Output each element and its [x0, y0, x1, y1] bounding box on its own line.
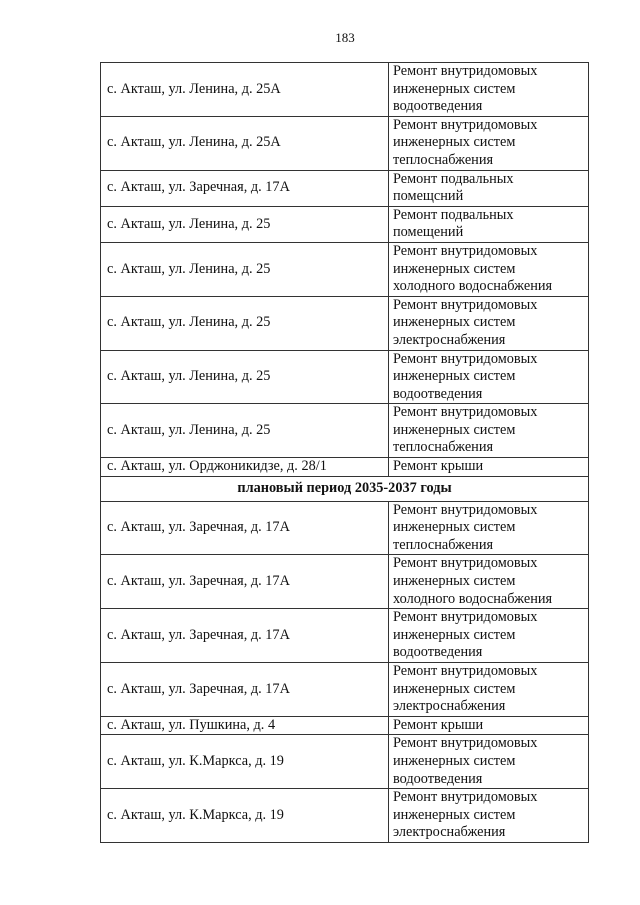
table-row: с. Акташ, ул. К.Маркса, д. 19 Ремонт внут… [100, 788, 589, 843]
work-cell: Ремонт крыши [388, 457, 589, 477]
table-row: с. Акташ, ул. Заречная, д. 17А Ремонт вну… [100, 662, 589, 717]
work-line: холодного водоснабжения [393, 590, 553, 607]
address-cell: с. Акташ, ул. Заречная, д. 17А [100, 554, 389, 610]
address-cell: с. Акташ, ул. Ленина, д. 25А [100, 115, 389, 171]
work-line: водоотведения [393, 98, 483, 115]
work-line: Ремонт крыши [393, 458, 484, 475]
work-line: Ремонт внутридомовых [393, 116, 538, 133]
work-cell: Ремонт внутридомовых инженерных систем вод… [388, 349, 589, 405]
table-row: с. Акташ, ул. К.Маркса, д. 19 Ремонт внут… [100, 734, 589, 790]
work-line: инженерных систем [393, 680, 516, 697]
works-table: с. Акташ, ул. Ленина, д. 25А Ремонт внутр… [100, 62, 589, 843]
page-number: 183 [335, 30, 355, 45]
work-cell: Ремонт внутридомовых инженерных систем теп… [388, 115, 589, 171]
table-row: с. Акташ, ул. Пушкина, д. 4 Ремонт крыши [100, 715, 589, 736]
address-cell: с. Акташ, ул. Орджоникидзе, д. 28/1 [100, 457, 389, 477]
table-row: с. Акташ, ул. Ленина, д. 25А Ремонт внутр… [100, 115, 589, 171]
address-cell: с. Акташ, ул. К.Маркса, д. 19 [100, 788, 389, 843]
address-cell: с. Акташ, ул. Ленина, д. 25 [100, 205, 389, 243]
section-title: плановый период 2035-2037 годы [100, 475, 589, 502]
address-cell: с. Акташ, ул. Заречная, д. 17А [100, 608, 389, 663]
work-line: Ремонт внутридомовых [393, 735, 538, 752]
work-cell: Ремонт внутридомовых инженерных систем теп… [388, 500, 589, 556]
work-cell: Ремонт подвальных помещсний [388, 169, 589, 207]
address-cell: с. Акташ, ул. Ленина, д. 25 [100, 295, 389, 351]
work-line: Ремонт внутридомовых [393, 789, 538, 806]
work-line: водоотведения [393, 385, 483, 402]
work-cell: Ремонт внутридомовых инженерных систем эле… [388, 788, 589, 843]
work-cell: Ремонт внутридомовых инженерных систем хол… [388, 554, 589, 610]
work-cell: Ремонт внутридомовых инженерных систем эле… [388, 295, 589, 351]
work-line: инженерных систем [393, 573, 516, 590]
address-cell: с. Акташ, ул. Заречная, д. 17А [100, 662, 389, 717]
work-line: Ремонт внутридомовых [393, 404, 538, 421]
address-cell: с. Акташ, ул. К.Маркса, д. 19 [100, 734, 389, 790]
work-cell: Ремонт внутридомовых инженерных систем вод… [388, 734, 589, 790]
work-line: электроснабжения [393, 698, 506, 715]
table-row: с. Акташ, ул. Заречная, д. 17А Ремонт вну… [100, 554, 589, 610]
work-line: теплоснабжения [393, 151, 494, 168]
table-row: с. Акташ, ул. Ленина, д. 25 Ремонт подвал… [100, 205, 589, 243]
work-line: Ремонт подвальных [393, 206, 514, 223]
table-row: с. Акташ, ул. Заречная, д. 17А Ремонт вну… [100, 500, 589, 556]
work-line: теплоснабжения [393, 536, 494, 553]
address-cell: с. Акташ, ул. Ленина, д. 25 [100, 349, 389, 405]
table-row: с. Акташ, ул. Ленина, д. 25 Ремонт внутри… [100, 295, 589, 351]
work-line: инженерных систем [393, 626, 516, 643]
table-row: с. Акташ, ул. Заречная, д. 17А Ремонт вну… [100, 608, 589, 663]
work-line: водоотведения [393, 644, 483, 661]
work-line: инженерных систем [393, 134, 516, 151]
work-cell: Ремонт внутридомовых инженерных систем вод… [388, 608, 589, 663]
work-line: Ремонт крыши [393, 716, 484, 733]
work-line: инженерных систем [393, 752, 516, 769]
work-line: водоотведения [393, 770, 483, 787]
work-line: Ремонт внутридомовых [393, 296, 538, 313]
work-cell: Ремонт подвальных помещений [388, 205, 589, 243]
address-cell: с. Акташ, ул. Ленина, д. 25А [100, 62, 389, 117]
work-line: Ремонт внутридомовых [393, 63, 538, 79]
work-cell: Ремонт внутридомовых инженерных систем теп… [388, 403, 589, 459]
work-cell: Ремонт внутридомовых инженерных систем вод… [388, 62, 589, 117]
work-cell: Ремонт внутридомовых инженерных систем хол… [388, 241, 589, 297]
work-line: электроснабжения [393, 824, 506, 841]
work-line: Ремонт внутридомовых [393, 350, 538, 367]
section-row: плановый период 2035-2037 годы [100, 475, 589, 502]
work-line: Ремонт подвальных [393, 170, 514, 187]
work-line: Ремонт внутридомовых [393, 242, 538, 259]
work-line: инженерных систем [393, 80, 516, 97]
work-cell: Ремонт крыши [388, 715, 589, 736]
work-line: холодного водоснабжения [393, 278, 553, 295]
address-cell: с. Акташ, ул. Ленина, д. 25 [100, 403, 389, 459]
work-cell: Ремонт внутридомовых инженерных систем эле… [388, 662, 589, 717]
work-line: теплоснабжения [393, 439, 494, 456]
work-line: Ремонт внутридомовых [393, 609, 538, 626]
work-line: инженерных систем [393, 314, 516, 331]
address-cell: с. Акташ, ул. Заречная, д. 17А [100, 500, 389, 556]
work-line: помещсний [393, 188, 464, 205]
table-row: с. Акташ, ул. Ленина, д. 25А Ремонт внутр… [100, 62, 589, 117]
table-row: с. Акташ, ул. Орджоникидзе, д. 28/1 Ремон… [100, 457, 589, 477]
work-line: инженерных систем [393, 368, 516, 385]
work-line: Ремонт внутридомовых [393, 501, 538, 518]
work-line: инженерных систем [393, 421, 516, 438]
work-line: инженерных систем [393, 806, 516, 823]
work-line: помещений [393, 224, 464, 241]
work-line: электроснабжения [393, 331, 506, 348]
address-cell: с. Акташ, ул. Заречная, д. 17А [100, 169, 389, 207]
table-row: с. Акташ, ул. Заречная, д. 17А Ремонт под… [100, 169, 589, 207]
work-line: инженерных систем [393, 260, 516, 277]
table-row: с. Акташ, ул. Ленина, д. 25 Ремонт внутри… [100, 403, 589, 459]
address-cell: с. Акташ, ул. Пушкина, д. 4 [100, 715, 389, 736]
work-line: Ремонт внутридомовых [393, 555, 538, 572]
work-line: Ремонт внутридомовых [393, 663, 538, 679]
table-row: с. Акташ, ул. Ленина, д. 25 Ремонт внутри… [100, 349, 589, 405]
table-row: с. Акташ, ул. Ленина, д. 25 Ремонт внутри… [100, 241, 589, 297]
work-line: инженерных систем [393, 519, 516, 536]
address-cell: с. Акташ, ул. Ленина, д. 25 [100, 241, 389, 297]
